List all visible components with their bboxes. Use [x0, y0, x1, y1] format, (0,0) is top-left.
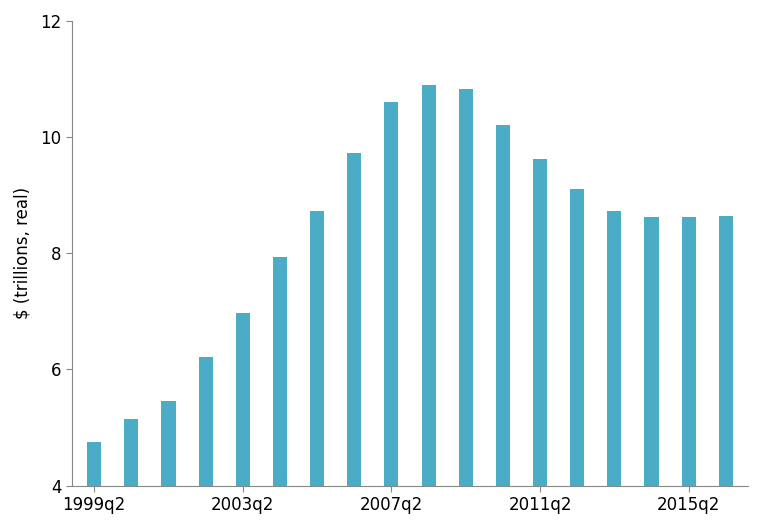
Bar [645, 217, 658, 486]
Bar [162, 401, 175, 486]
Bar [124, 419, 139, 486]
Bar [681, 217, 696, 486]
Bar [533, 158, 547, 486]
Bar [459, 89, 472, 486]
Bar [607, 211, 622, 486]
Bar [421, 85, 436, 486]
Bar [310, 211, 324, 486]
Bar [273, 257, 287, 486]
Bar [347, 153, 361, 486]
Y-axis label: $ (trillions, real): $ (trillions, real) [14, 187, 32, 319]
Bar [235, 313, 250, 486]
Bar [719, 215, 733, 486]
Bar [87, 442, 101, 486]
Bar [199, 357, 213, 486]
Bar [384, 102, 399, 486]
Bar [570, 190, 584, 486]
Bar [496, 126, 510, 486]
